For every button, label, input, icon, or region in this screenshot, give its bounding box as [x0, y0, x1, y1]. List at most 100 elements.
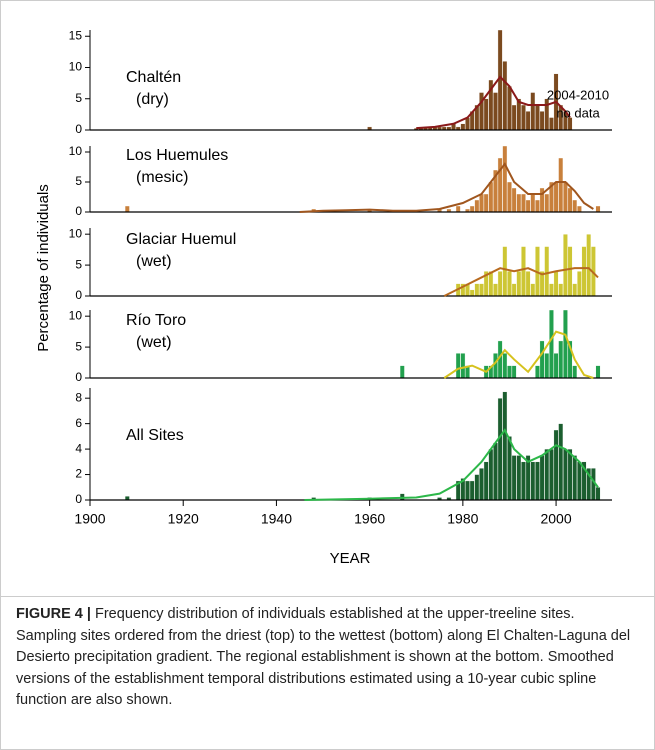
bar	[530, 193, 536, 213]
bar	[511, 365, 517, 379]
y-tick-label: 10	[69, 226, 83, 240]
bar	[479, 283, 484, 297]
bar	[572, 199, 578, 213]
bar	[548, 448, 554, 501]
smooth-line	[416, 75, 571, 130]
smooth-line	[304, 428, 599, 501]
bar	[567, 246, 573, 297]
y-tick-label: 0	[75, 288, 82, 302]
y-tick-label: 5	[75, 257, 82, 271]
bar	[502, 61, 508, 131]
bar	[493, 353, 498, 379]
y-tick-label: 8	[75, 390, 82, 404]
bar	[502, 145, 508, 213]
bar	[553, 429, 559, 501]
bar	[483, 98, 489, 131]
bar	[544, 448, 550, 501]
bar	[474, 474, 480, 501]
bar	[558, 423, 564, 501]
bar	[511, 283, 517, 297]
bar	[567, 448, 573, 501]
bar	[493, 92, 498, 131]
bar	[483, 461, 489, 501]
x-tick-label: 1940	[261, 511, 292, 527]
bar	[521, 461, 526, 501]
bar	[535, 104, 540, 131]
bar	[558, 157, 564, 213]
y-tick-label: 5	[75, 174, 82, 188]
y-tick-label: 10	[69, 60, 83, 74]
bar	[521, 193, 526, 213]
panel-subtitle: (dry)	[136, 91, 169, 108]
bar	[479, 193, 484, 213]
bar	[530, 92, 536, 131]
bar	[576, 461, 582, 501]
bar	[483, 193, 489, 213]
bar	[469, 480, 475, 501]
chart: 0 5 10 15 Chaltén (dry) 2004-2010 no data Percen…	[35, 28, 612, 567]
x-tick-label: 2000	[540, 511, 571, 527]
annotation: 2004-2010	[547, 87, 609, 102]
panel-subtitle: (wet)	[136, 334, 172, 351]
bar	[511, 455, 517, 501]
smooth-line	[443, 330, 594, 379]
panel-title: Glaciar Huemul	[126, 231, 236, 248]
bar	[507, 86, 512, 131]
caption-label: FIGURE 4 |	[16, 606, 91, 622]
bar	[507, 271, 512, 297]
bar	[595, 205, 601, 213]
bar	[474, 283, 480, 297]
bar	[465, 117, 470, 131]
panel-title: Río Toro	[126, 312, 186, 329]
bar	[562, 233, 568, 297]
bar	[553, 353, 559, 379]
x-tick-label: 1980	[447, 511, 478, 527]
x-axis-label: YEAR	[330, 550, 371, 567]
bar	[572, 283, 578, 297]
bar	[502, 353, 508, 379]
separator	[0, 596, 655, 597]
caption: FIGURE 4 | Frequency distribution of ind…	[16, 604, 636, 712]
bar	[572, 365, 578, 379]
y-tick-label: 0	[75, 492, 82, 506]
bar	[497, 271, 503, 297]
bar	[535, 199, 540, 213]
bar	[525, 199, 531, 213]
bar	[553, 181, 559, 213]
x-tick-label: 1900	[74, 511, 105, 527]
y-tick-label: 0	[75, 370, 82, 384]
x-tick-label: 1960	[354, 511, 385, 527]
bar	[581, 246, 587, 297]
bar	[548, 309, 554, 379]
bar	[497, 157, 503, 213]
bar	[562, 448, 568, 501]
panel-subtitle: (wet)	[136, 253, 172, 270]
bar	[525, 271, 531, 297]
panel-title: Los Huemules	[126, 147, 228, 164]
panel-subtitle: (mesic)	[136, 169, 188, 186]
bar	[511, 104, 517, 131]
bar	[576, 205, 582, 213]
bar	[586, 233, 592, 297]
bar	[497, 397, 503, 501]
bar	[544, 353, 550, 379]
bar	[124, 205, 130, 213]
bar	[493, 283, 498, 297]
bar	[502, 246, 508, 297]
bar	[530, 283, 536, 297]
y-tick-label: 10	[69, 308, 83, 322]
bar	[525, 111, 531, 131]
bar	[516, 271, 522, 297]
annotation: no data	[556, 105, 600, 120]
bar	[553, 271, 559, 297]
smooth-line	[299, 162, 594, 213]
bar	[572, 455, 578, 501]
x-tick-label: 1920	[168, 511, 199, 527]
bar	[544, 246, 550, 297]
bar	[493, 442, 498, 501]
smooth-line	[443, 267, 599, 297]
bar	[544, 193, 550, 213]
caption-text: Frequency distribution of individuals es…	[16, 606, 631, 708]
bar	[567, 187, 573, 213]
